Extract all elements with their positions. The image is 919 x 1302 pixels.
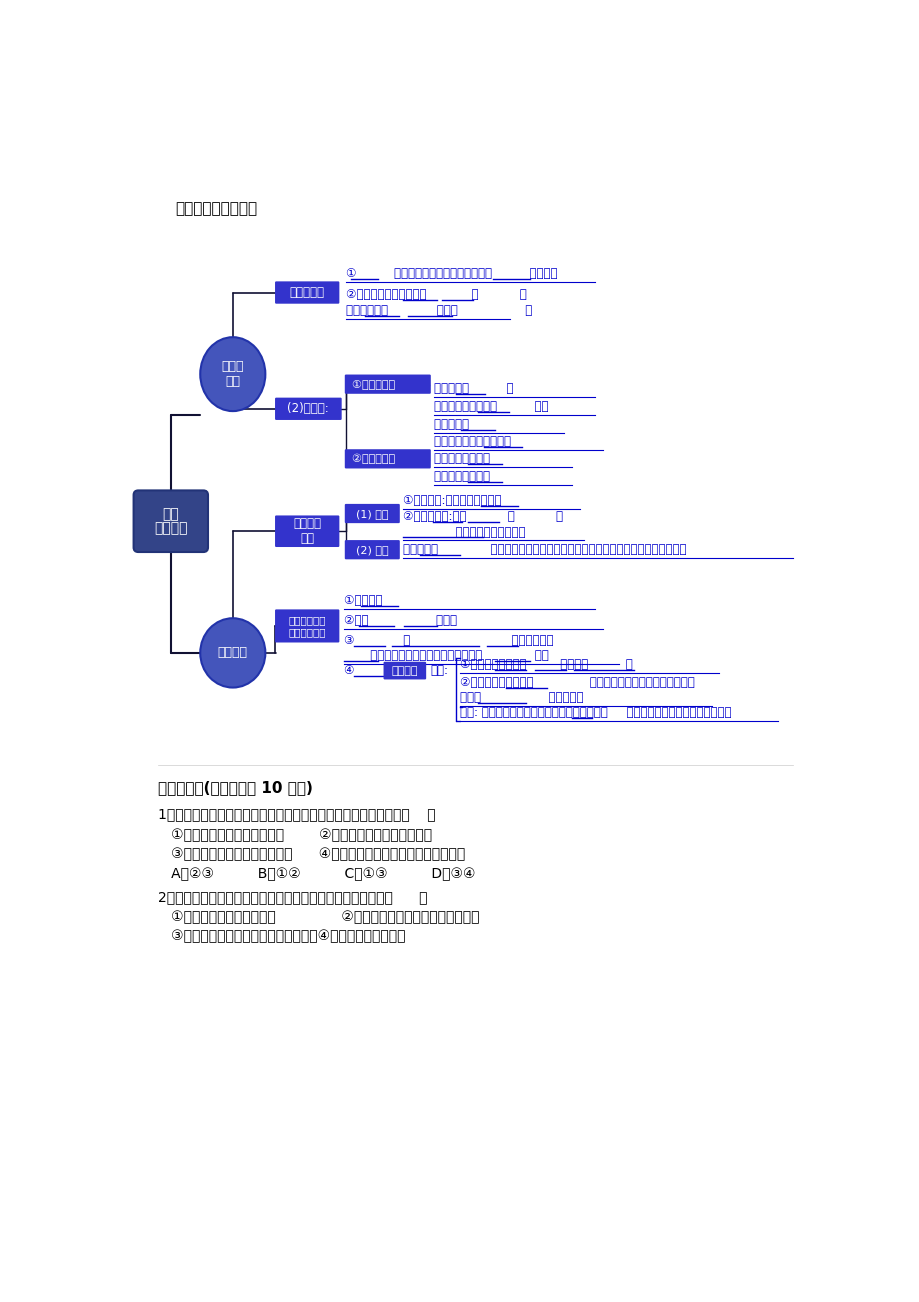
Text: 人的生命
具有: 人的生命 具有 (293, 517, 321, 546)
FancyBboxPatch shape (345, 504, 400, 523)
Text: ①永不放弃: ①永不放弃 (344, 594, 449, 607)
Text: (2)怎样做:: (2)怎样做: (287, 402, 329, 415)
Text: 是自己                  的重要体现: 是自己 的重要体现 (460, 691, 583, 704)
Text: ①人类可以任意处置其他生命        ②人类最有权利生活在地球上: ①人类可以任意处置其他生命 ②人类最有权利生活在地球上 (157, 828, 431, 842)
Text: (2) 做法: (2) 做法 (356, 544, 388, 555)
Text: 珍爱生命: 珍爱生命 (153, 521, 187, 535)
Text: ②更多表现在:人的           、           、: ②更多表现在:人的 、 、 (403, 510, 562, 523)
Text: ①生命的意义不在于         ；而在于          即: ①生命的意义不在于 ；而在于 即 (460, 658, 685, 671)
Text: 自然界
生命: 自然界 生命 (221, 361, 244, 388)
Text: 生命价值: 生命价值 (391, 665, 417, 676)
Text: 2、人的生命独特性表现在许多方面，以下属于这些方面的是（      ）: 2、人的生命独特性表现在许多方面，以下属于这些方面的是（ ） (157, 891, 426, 904)
FancyBboxPatch shape (275, 281, 339, 303)
Text: 的方式和途径的多样性: 的方式和途径的多样性 (403, 526, 526, 539)
FancyBboxPatch shape (345, 375, 430, 393)
FancyBboxPatch shape (345, 540, 400, 560)
Text: 特别是珍惜: 特别是珍惜 (434, 418, 521, 431)
Text: 各种生命需要             ，相互                  。: 各种生命需要 ，相互 。 (346, 303, 531, 316)
Text: ④: ④ (344, 664, 403, 677)
Text: ①          是地球上最富贵的财富；世界因          而精彩。: ① 是地球上最富贵的财富；世界因 而精彩。 (346, 267, 557, 280)
Text: 为什么珍爱: 为什么珍爱 (289, 286, 324, 299)
FancyBboxPatch shape (133, 491, 208, 552)
Text: 尊重地球就是尊重: 尊重地球就是尊重 (434, 452, 542, 465)
Text: 理解:: 理解: (430, 664, 448, 677)
Text: 三、选择题(课堂上小测 10 分钟): 三、选择题(课堂上小测 10 分钟) (157, 780, 312, 796)
Ellipse shape (200, 618, 265, 687)
Text: 做法: 我们要脚踏实地，从现在做起，从身边的     做起，多为他人及社会作出贡献。: 做法: 我们要脚踏实地，从现在做起，从身边的 做起，多为他人及社会作出贡献。 (460, 707, 731, 720)
Ellipse shape (200, 337, 265, 411)
Text: 根据自己的              ，选择成才之路，为社会贡献自己的智慧和才能，提升生命质量: 根据自己的 ，选择成才之路，为社会贡献自己的智慧和才能，提升生命质量 (403, 543, 686, 556)
Text: ③实现人生价值的方式和途径的多样性④人的生命是最宝贵的: ③实现人生价值的方式和途径的多样性④人的生命是最宝贵的 (157, 930, 404, 943)
Text: 人的生命: 人的生命 (218, 646, 247, 659)
FancyBboxPatch shape (275, 516, 339, 547)
Text: ①人的生命所具有的智慧性               ②人的个性品质、人生道路的多样性: ①人的生命所具有的智慧性 ②人的个性品质、人生道路的多样性 (157, 910, 479, 924)
Text: 与地球上的其它生命          相处: 与地球上的其它生命 相处 (434, 400, 549, 413)
Text: ①突出表现:人类的生命最具有: ①突出表现:人类的生命最具有 (403, 493, 553, 506)
Text: 他人生命，当他人生命遭遇困难，伸              之手: 他人生命，当他人生命遭遇困难，伸 之手 (344, 650, 548, 663)
Text: ③人类需要关爱和呵护其他生命      ④人类有责任保护我们赖以生存的地球: ③人类需要关爱和呵护其他生命 ④人类有责任保护我们赖以生存的地球 (157, 848, 464, 862)
Text: 怎样珍爱生命
延伸生命价值: 怎样珍爱生命 延伸生命价值 (289, 615, 325, 637)
FancyBboxPatch shape (345, 449, 430, 469)
Text: (1) 表现: (1) 表现 (356, 509, 388, 518)
FancyBboxPatch shape (275, 609, 339, 642)
Text: 尊重生命的          ；: 尊重生命的 ； (434, 383, 513, 396)
Text: 自觉保护人类赖以生存的: 自觉保护人类赖以生存的 (434, 435, 563, 448)
Text: ②每种生命都有其存在的            和           。: ②每种生命都有其存在的 和 。 (346, 288, 526, 301)
Text: 主题: 主题 (163, 508, 179, 521)
Text: ②增强                  ；掌握: ②增强 ；掌握 (344, 615, 508, 628)
Text: 1、地球上的生命丰富多彩，而人类是地球上最高级的生命，因此（    ）: 1、地球上的生命丰富多彩，而人类是地球上最高级的生命，因此（ ） (157, 807, 435, 822)
Text: ②树立正确的: ②树立正确的 (352, 453, 423, 464)
Text: 拯救地球就是拯救: 拯救地球就是拯救 (434, 470, 542, 483)
Text: 二、知识网络结构图: 二、知识网络结构图 (176, 201, 257, 216)
Text: ②每个人的生命都是有               的，能够为他人及社会作出贡献，: ②每个人的生命都是有 的，能够为他人及社会作出贡献， (460, 676, 694, 689)
Text: A．②③          B．①②          C．①③          D．③④: A．②③ B．①② C．①③ D．③④ (157, 867, 474, 881)
FancyBboxPatch shape (275, 397, 341, 421)
Text: ③             、                           自己的生命，: ③ 、 自己的生命， (344, 634, 552, 647)
FancyBboxPatch shape (383, 661, 425, 680)
Text: ①树立正确的: ①树立正确的 (352, 379, 423, 389)
